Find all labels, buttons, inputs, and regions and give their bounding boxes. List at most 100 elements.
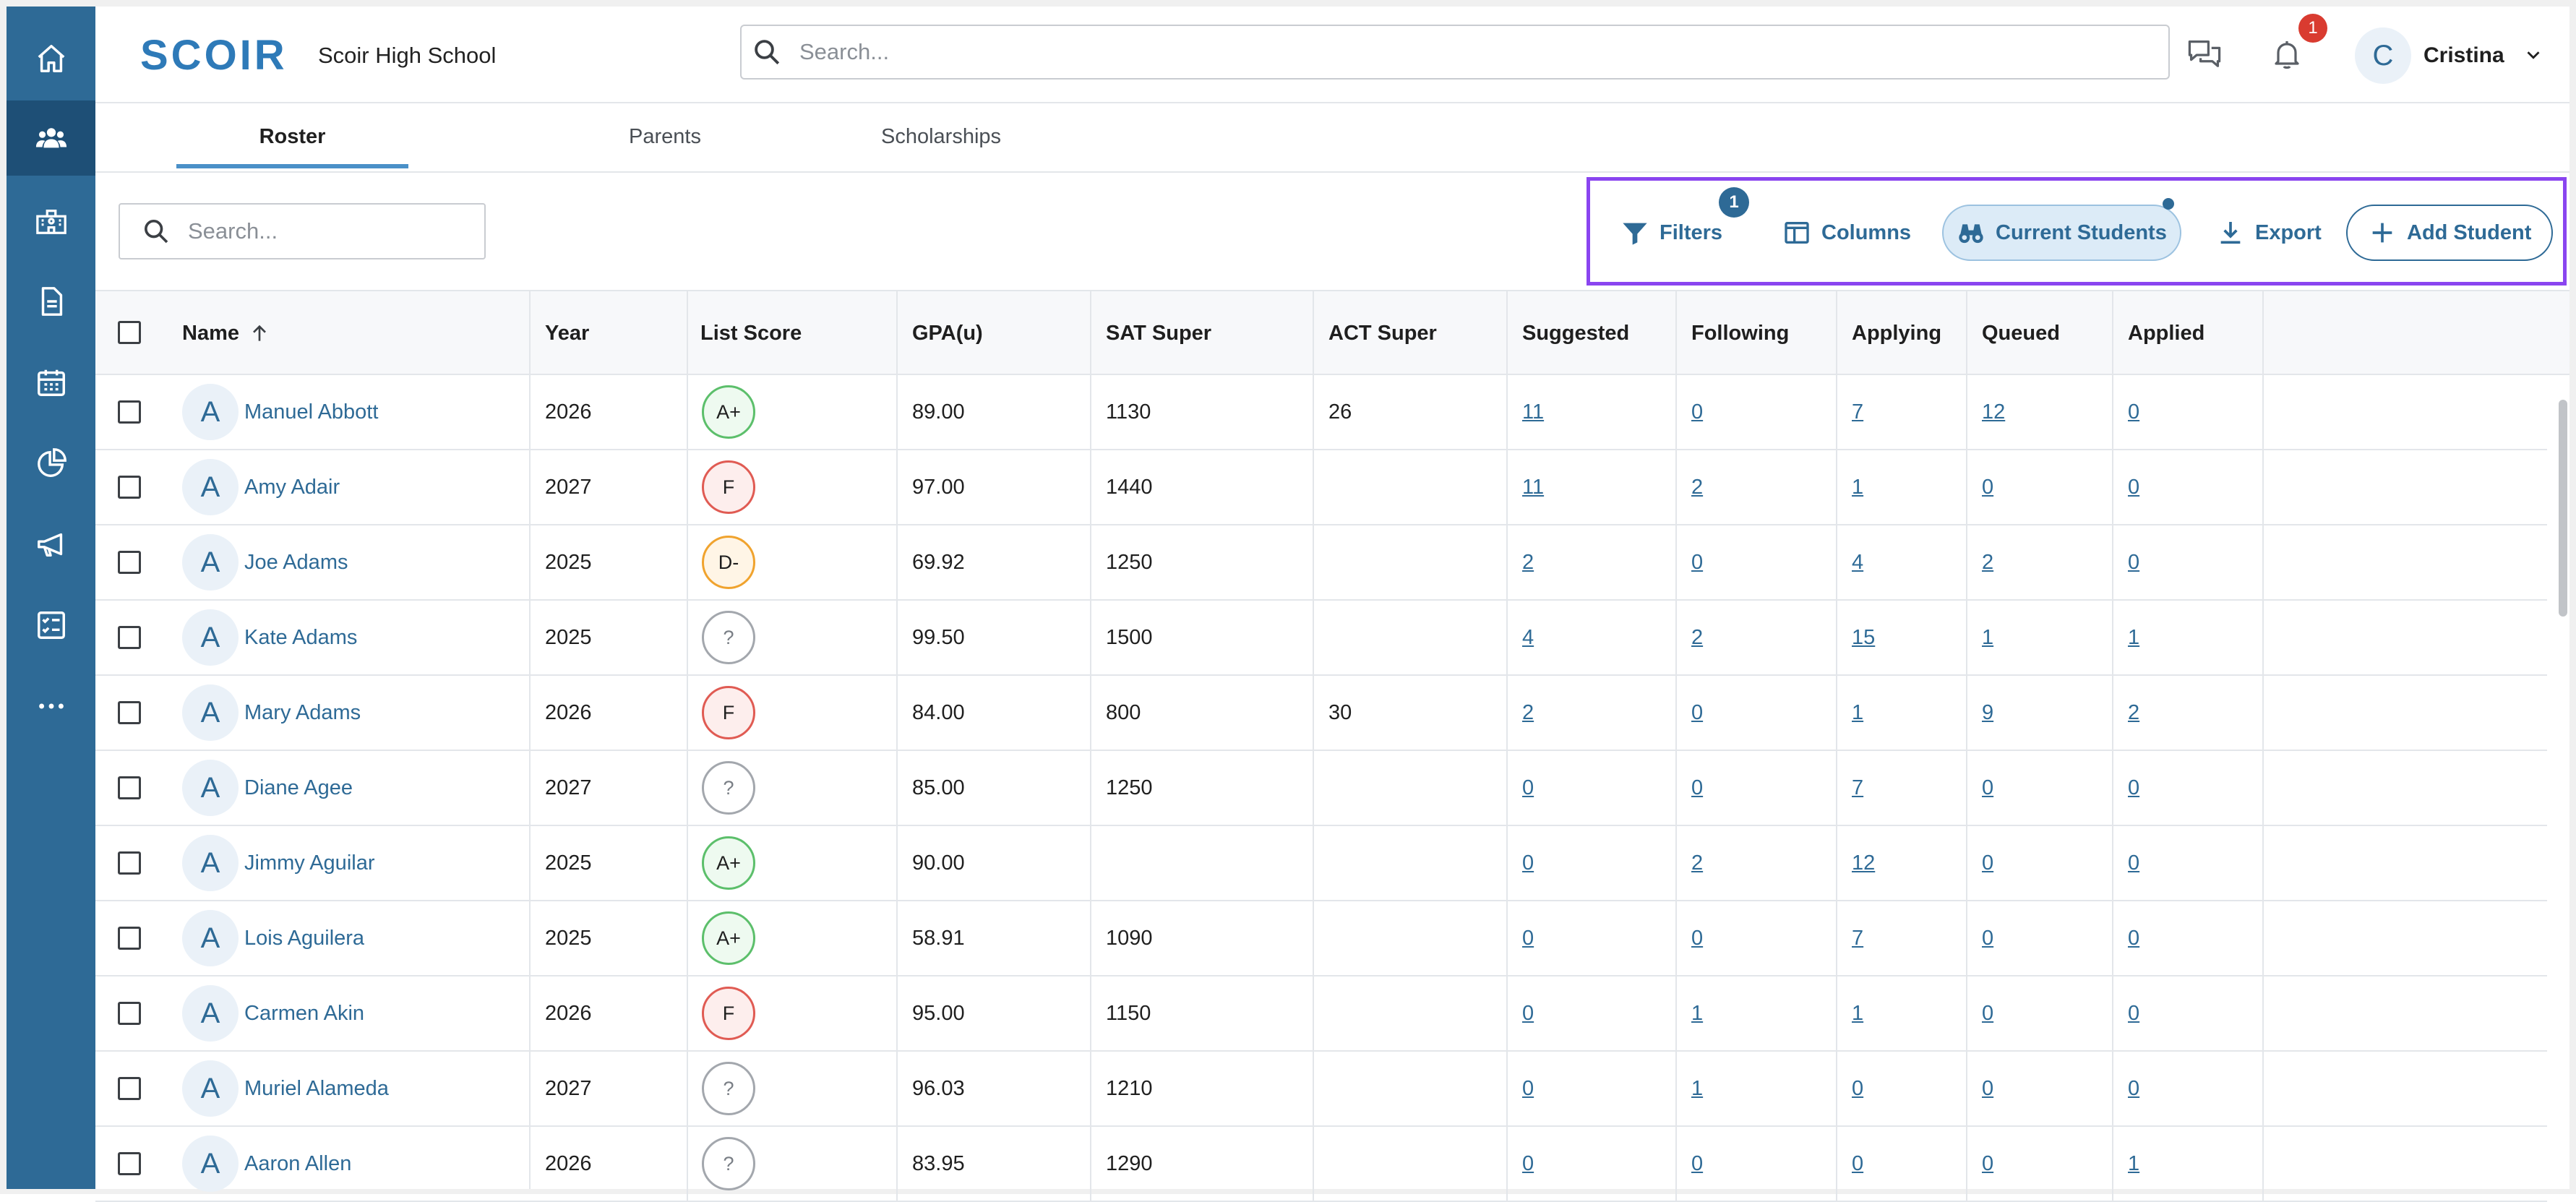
table-row[interactable]: A Kate Adams 2025 99.50 1500? 4 2 15 1 1 <box>95 601 2547 676</box>
table-row[interactable]: A Jimmy Aguilar 2025 90.00 A+ 0 2 12 0 0 <box>95 826 2547 901</box>
list-score-badge[interactable]: F <box>702 460 755 514</box>
notifications-button[interactable] <box>2265 33 2309 76</box>
add-student-button[interactable]: Add Student <box>2346 205 2554 261</box>
table-row[interactable]: A Carmen Akin 2026 95.00 1150 F 0 1 1 0 0 <box>95 976 2547 1052</box>
applying-count-link[interactable]: 1 <box>1852 475 1864 499</box>
applied-count-link[interactable]: 0 <box>2128 400 2140 424</box>
queued-count-link[interactable]: 0 <box>1982 851 1994 875</box>
student-name-link[interactable]: Jimmy Aguilar <box>244 851 375 875</box>
queued-count-link[interactable]: 2 <box>1982 550 1994 574</box>
applying-count-link[interactable]: 0 <box>1852 1151 1864 1175</box>
following-count-link[interactable]: 1 <box>1691 1001 1704 1025</box>
applying-count-link[interactable]: 7 <box>1852 400 1864 424</box>
list-score-badge[interactable]: F <box>702 987 755 1040</box>
row-checkbox[interactable] <box>118 400 141 424</box>
following-count-link[interactable]: 0 <box>1691 550 1704 574</box>
list-score-badge[interactable]: A+ <box>702 385 755 439</box>
list-score-badge[interactable]: F <box>702 686 755 739</box>
suggested-count-link[interactable]: 11 <box>1522 400 1545 424</box>
column-header-gpa[interactable]: GPA(u) <box>912 321 983 345</box>
suggested-count-link[interactable]: 0 <box>1522 1151 1534 1175</box>
sidebar-item-tasks[interactable] <box>7 588 95 663</box>
following-count-link[interactable]: 2 <box>1691 625 1704 649</box>
row-checkbox[interactable] <box>118 701 141 724</box>
following-count-link[interactable]: 1 <box>1691 1076 1704 1100</box>
suggested-count-link[interactable]: 0 <box>1522 851 1534 875</box>
following-count-link[interactable]: 2 <box>1691 851 1704 875</box>
sidebar-item-colleges[interactable] <box>7 183 95 258</box>
queued-count-link[interactable]: 12 <box>1982 400 2006 424</box>
row-checkbox[interactable] <box>118 626 141 649</box>
queued-count-link[interactable]: 9 <box>1982 700 1994 724</box>
column-header-suggested[interactable]: Suggested <box>1522 321 1630 345</box>
user-avatar[interactable]: C <box>2355 27 2411 84</box>
list-score-badge[interactable]: A+ <box>702 911 755 965</box>
applied-count-link[interactable]: 0 <box>2128 1076 2140 1100</box>
table-row[interactable]: A Muriel Alameda 2027 96.03 1210? 0 1 0 0 0 <box>95 1052 2547 1127</box>
queued-count-link[interactable]: 0 <box>1982 926 1994 950</box>
sidebar-item-announcements[interactable] <box>7 507 95 582</box>
student-name-link[interactable]: Diane Agee <box>244 776 353 799</box>
table-scrollbar[interactable] <box>2559 400 2567 617</box>
applying-count-link[interactable]: 12 <box>1852 851 1876 875</box>
student-name-link[interactable]: Muriel Alameda <box>244 1076 389 1100</box>
row-checkbox[interactable] <box>118 1077 141 1100</box>
following-count-link[interactable]: 0 <box>1691 776 1704 799</box>
applied-count-link[interactable]: 0 <box>2128 851 2140 875</box>
row-checkbox[interactable] <box>118 1152 141 1175</box>
student-name-link[interactable]: Amy Adair <box>244 475 340 499</box>
table-row[interactable]: A Amy Adair 2027 97.00 1440 F 11 2 1 0 0 <box>95 450 2547 525</box>
list-score-badge[interactable]: ? <box>702 1137 755 1190</box>
row-checkbox[interactable] <box>118 1002 141 1025</box>
applied-count-link[interactable]: 0 <box>2128 776 2140 799</box>
following-count-link[interactable]: 0 <box>1691 1151 1704 1175</box>
applied-count-link[interactable]: 1 <box>2128 1151 2140 1175</box>
applying-count-link[interactable]: 7 <box>1852 776 1864 799</box>
scoir-logo[interactable]: SCOIR <box>140 32 288 79</box>
suggested-count-link[interactable]: 4 <box>1522 625 1534 649</box>
export-button[interactable]: Export <box>2216 205 2322 261</box>
sort-ascending-icon[interactable] <box>248 322 271 345</box>
student-name-link[interactable]: Joe Adams <box>244 550 348 574</box>
current-students-button[interactable]: Current Students <box>1942 205 2181 261</box>
following-count-link[interactable]: 0 <box>1691 926 1704 950</box>
suggested-count-link[interactable]: 0 <box>1522 1001 1534 1025</box>
tab-roster[interactable]: Roster <box>259 124 326 148</box>
table-row[interactable]: A Manuel Abbott 2026 89.00 1130 26 A+ 11 0 7 12 0 <box>95 375 2547 450</box>
sidebar-item-documents[interactable] <box>7 264 95 339</box>
table-row[interactable]: A Aaron Allen 2026 83.95 1290? 0 0 0 0 1 <box>95 1127 2547 1202</box>
student-name-link[interactable]: Lois Aguilera <box>244 926 365 950</box>
list-score-badge[interactable]: D- <box>702 536 755 589</box>
row-checkbox[interactable] <box>118 851 141 875</box>
queued-count-link[interactable]: 0 <box>1982 1001 1994 1025</box>
applying-count-link[interactable]: 1 <box>1852 700 1864 724</box>
column-header-following[interactable]: Following <box>1691 321 1790 345</box>
list-score-badge[interactable]: A+ <box>702 836 755 890</box>
suggested-count-link[interactable]: 0 <box>1522 1076 1534 1100</box>
row-checkbox[interactable] <box>118 927 141 950</box>
column-header-queued[interactable]: Queued <box>1982 321 2060 345</box>
messages-button[interactable] <box>2183 33 2226 76</box>
suggested-count-link[interactable]: 2 <box>1522 550 1534 574</box>
column-header-applied[interactable]: Applied <box>2128 321 2205 345</box>
applied-count-link[interactable]: 0 <box>2128 926 2140 950</box>
applied-count-link[interactable]: 1 <box>2128 625 2140 649</box>
list-score-badge[interactable]: ? <box>702 611 755 664</box>
column-header-act[interactable]: ACT Super <box>1328 321 1437 345</box>
student-name-link[interactable]: Manuel Abbott <box>244 400 379 424</box>
sidebar-item-reports[interactable] <box>7 426 95 501</box>
select-all-checkbox[interactable] <box>118 321 141 344</box>
row-checkbox[interactable] <box>118 476 141 499</box>
following-count-link[interactable]: 0 <box>1691 400 1704 424</box>
table-row[interactable]: A Diane Agee 2027 85.00 1250? 0 0 7 0 0 <box>95 751 2547 826</box>
column-header-list-score[interactable]: List Score <box>700 321 802 345</box>
queued-count-link[interactable]: 0 <box>1982 1076 1994 1100</box>
sidebar-item-calendar[interactable] <box>7 345 95 420</box>
applying-count-link[interactable]: 15 <box>1852 625 1876 649</box>
row-checkbox[interactable] <box>118 551 141 574</box>
global-search-input[interactable]: Search... <box>740 25 2170 80</box>
suggested-count-link[interactable]: 0 <box>1522 776 1534 799</box>
row-checkbox[interactable] <box>118 776 141 799</box>
column-header-applying[interactable]: Applying <box>1852 321 1942 345</box>
queued-count-link[interactable]: 1 <box>1982 625 1994 649</box>
